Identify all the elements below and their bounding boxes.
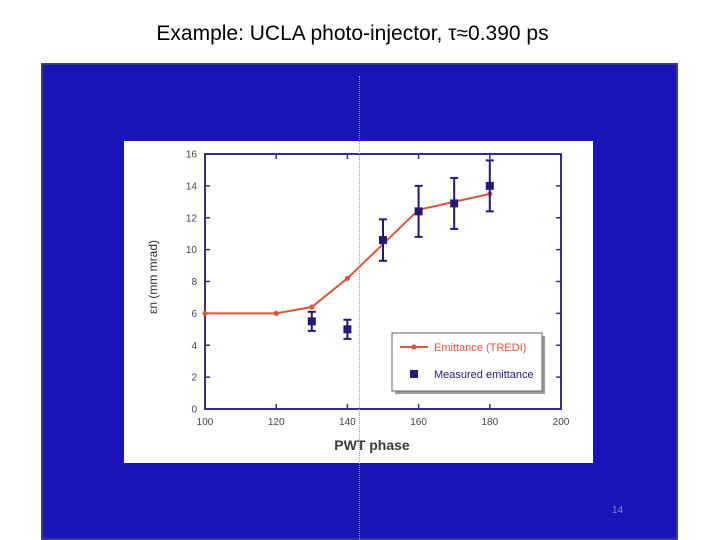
y-tick-label: 4 bbox=[191, 341, 197, 352]
series-layer bbox=[202, 159, 494, 340]
measured-point bbox=[485, 181, 494, 190]
y-tick-label: 2 bbox=[191, 373, 197, 384]
dotted-guide-line bbox=[359, 76, 360, 540]
legend-layer: Emittance (TREDI) Measured emittance bbox=[391, 332, 545, 394]
legend-square-swatch bbox=[410, 370, 418, 378]
axes-layer: 100 120 140 160 180 200 0 2 4 6 8 10 12 14 16 bbox=[186, 150, 570, 429]
y-tick-label: 14 bbox=[186, 181, 198, 192]
x-tick-label: 100 bbox=[197, 417, 214, 428]
plot-card: 100 120 140 160 180 200 0 2 4 6 8 10 12 14 16 Emittanc… bbox=[124, 141, 593, 463]
measured-point bbox=[343, 325, 352, 334]
simulation-point bbox=[202, 310, 208, 316]
x-tick-label: 120 bbox=[268, 417, 285, 428]
legend-label-simulation: Emittance (TREDI) bbox=[434, 342, 526, 354]
y-axis-label: εn (mm mrad) bbox=[146, 240, 160, 314]
y-tick-label: 12 bbox=[186, 213, 198, 224]
x-tick-label: 160 bbox=[410, 417, 427, 428]
measured-point bbox=[379, 236, 387, 245]
measured-point bbox=[414, 207, 423, 216]
y-tick-label: 6 bbox=[191, 309, 197, 320]
legend-line-marker bbox=[411, 344, 417, 350]
y-tick-label: 16 bbox=[186, 150, 198, 161]
x-tick-label: 180 bbox=[481, 417, 498, 428]
page-number: 14 bbox=[612, 505, 624, 516]
y-tick-label: 10 bbox=[186, 245, 198, 256]
y-tick-label: 0 bbox=[191, 405, 197, 416]
measured-point bbox=[307, 317, 316, 326]
legend-box bbox=[391, 332, 543, 392]
simulation-point bbox=[273, 310, 279, 316]
emittance-chart: 100 120 140 160 180 200 0 2 4 6 8 10 12 14 16 Emittanc… bbox=[146, 150, 570, 454]
legend-label-measured: Measured emittance bbox=[434, 369, 534, 381]
slide-title: Example: UCLA photo-injector, τ≈0.390 ps bbox=[156, 22, 549, 45]
y-tick-label: 8 bbox=[191, 277, 197, 288]
x-tick-label: 140 bbox=[339, 417, 356, 428]
simulation-point bbox=[309, 304, 315, 310]
measured-point bbox=[450, 199, 459, 208]
x-axis-label: PWT phase bbox=[334, 437, 410, 453]
simulation-point bbox=[344, 275, 350, 281]
simulation-line bbox=[205, 192, 491, 315]
x-tick-label: 200 bbox=[553, 417, 570, 428]
